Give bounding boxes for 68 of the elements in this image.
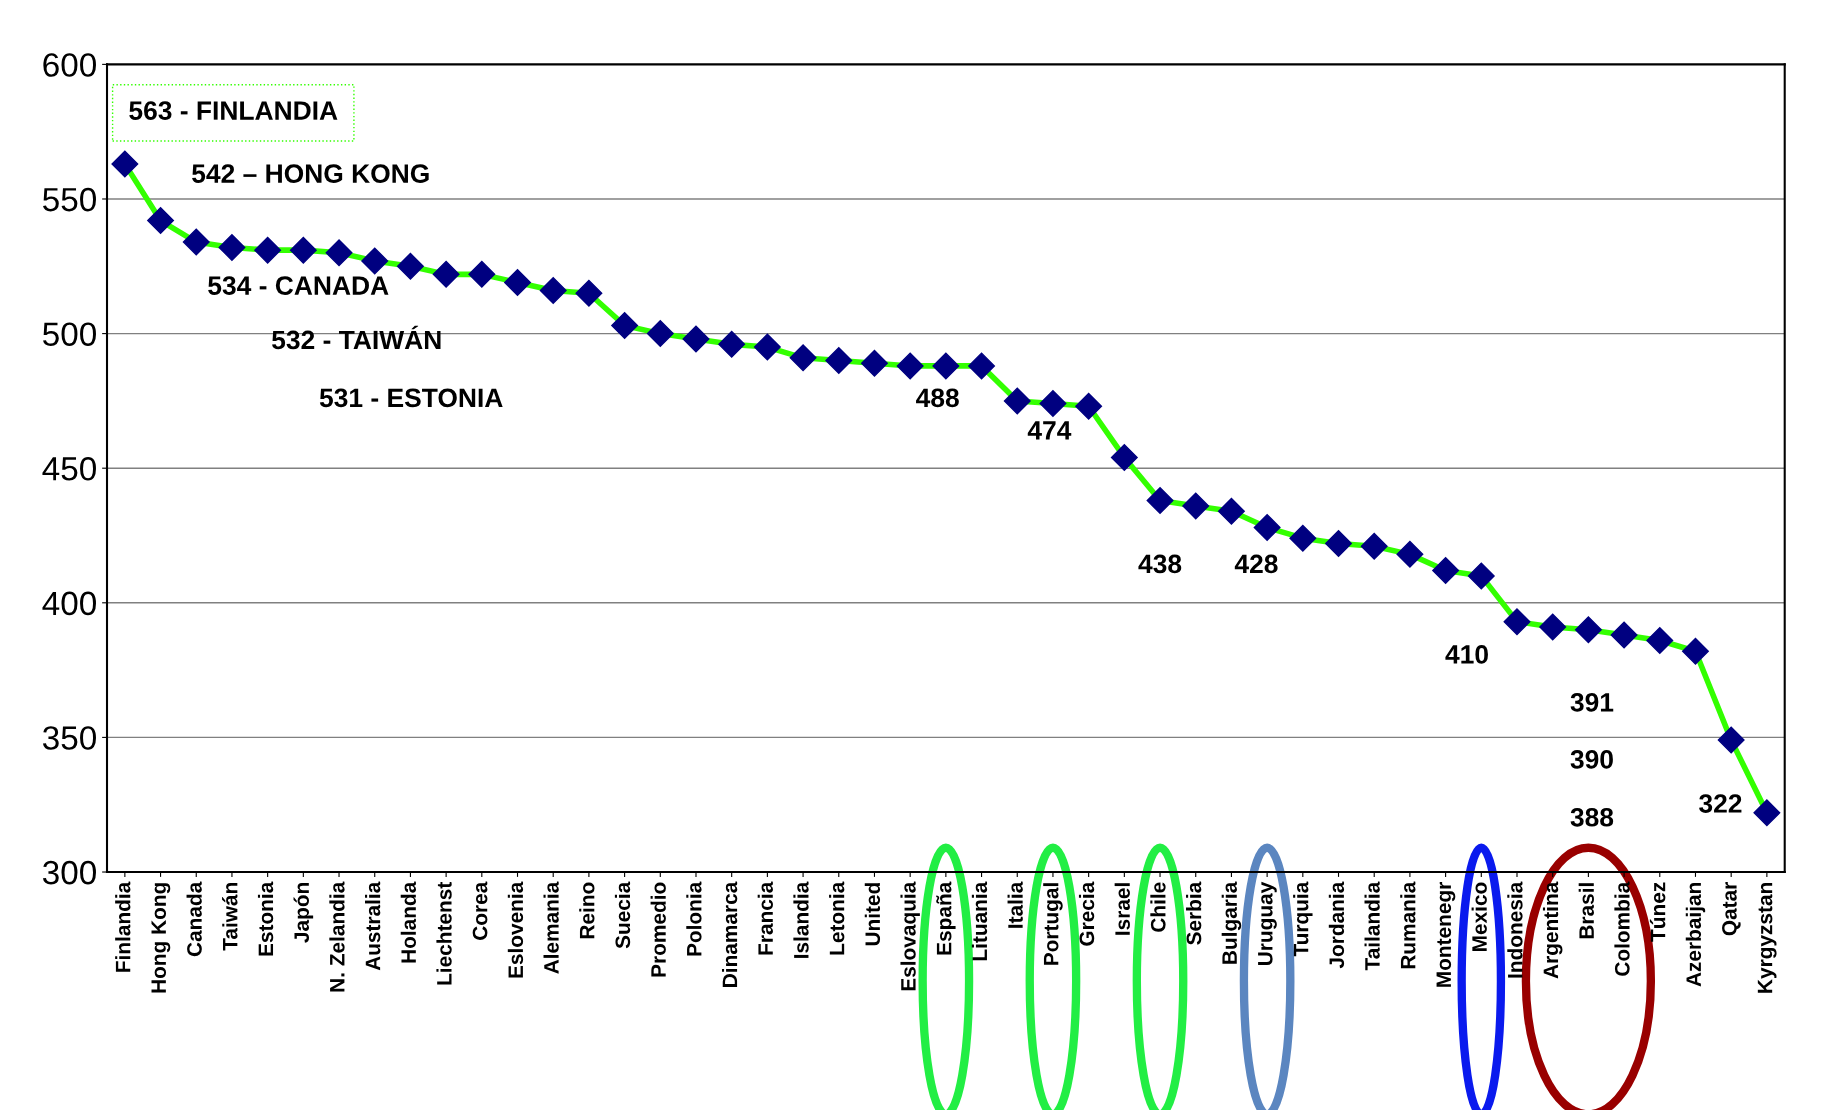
x-tick-label: Lituania [971, 881, 988, 961]
x-tick-label: Portugal [1043, 883, 1063, 965]
x-tick-label: Corea [472, 881, 488, 940]
annotation: 322 [1699, 794, 1742, 813]
annotation: 542 – HONG KONG [192, 164, 429, 183]
x-tick-label: Japón [293, 883, 314, 943]
x-tick-label: Finlandia [115, 881, 131, 972]
x-tick-label: España [936, 881, 956, 955]
y-tick-label: 400 [42, 591, 96, 616]
x-tick-label: Montenegr [1436, 882, 1456, 987]
y-tick-label: 550 [43, 187, 96, 212]
x-tick-label: Italia [1007, 881, 1023, 928]
x-tick-label: Azerbaijan [1685, 883, 1706, 987]
x-tick-label: Dinamarca [721, 881, 738, 987]
x-tick-label: N. Zelandia [329, 881, 345, 992]
annotation: 531 - ESTONIA [319, 388, 503, 408]
x-tick-label: Argentina [1542, 881, 1563, 979]
x-tick-label: Francia [757, 881, 773, 955]
x-tick-label: Suecia [614, 881, 631, 949]
x-tick-label: Promedio [650, 882, 666, 977]
annotation: 563 - FINLANDIA [129, 101, 338, 120]
x-tick-label: Serbia [1186, 881, 1202, 945]
x-tick-label: Grecia [1078, 881, 1095, 946]
x-tick-label: Kyrgyzstan [1757, 883, 1777, 993]
annotation: 428 [1234, 554, 1278, 574]
x-tick-label: Hong Kong [151, 883, 171, 993]
x-tick-label: Qatar [1722, 882, 1741, 936]
x-tick-label: Mexico [1471, 882, 1487, 951]
x-tick-label: Israel [1114, 883, 1130, 935]
x-tick-label: Túnez [1649, 882, 1666, 942]
x-tick-label: Australia [365, 881, 381, 971]
annotation: 390 [1570, 750, 1613, 769]
annotation: 532 - TAIWÁN [272, 325, 441, 350]
y-tick-label: 300 [42, 860, 96, 885]
x-tick-label: Alemania [543, 881, 559, 974]
annotation: 534 - CANADA [208, 276, 389, 295]
x-tick-label: Canada [186, 881, 202, 957]
annotation: 388 [1570, 807, 1614, 827]
x-tick-label: Eslovaquia [900, 881, 920, 991]
x-tick-label: Letonia [829, 881, 845, 955]
annotation: 488 [916, 388, 959, 408]
x-tick-label: Tailandia [1364, 881, 1380, 971]
x-tick-label: Rumania [1400, 881, 1416, 969]
x-tick-label: Reino [579, 882, 595, 939]
x-tick-label: Indonesia [1507, 881, 1523, 978]
annotation: 438 [1138, 554, 1182, 574]
x-tick-label: Taiwán [222, 883, 238, 951]
x-tick-label: Colombia [1614, 881, 1630, 976]
x-tick-label: United [864, 883, 881, 946]
x-tick-label: Chile [1150, 882, 1166, 932]
x-tick-label: Jordania [1328, 881, 1345, 969]
x-tick-label: Bulgaria [1221, 881, 1242, 964]
y-tick-label: 350 [42, 726, 96, 750]
y-tick-label: 600 [43, 53, 96, 77]
x-tick-label: Brasil [1578, 883, 1594, 939]
y-tick-label: 450 [42, 457, 96, 481]
x-tick-label: Eslovenia [507, 881, 524, 978]
annotation: 410 [1445, 645, 1488, 664]
x-tick-label: Islandia [793, 881, 809, 958]
x-tick-label: Liechtenst [436, 881, 452, 985]
x-tick-label: Holanda [400, 881, 417, 963]
y-tick-label: 500 [43, 322, 96, 346]
x-tick-label: Estonia [257, 881, 274, 956]
x-tick-label: Turquia [1293, 881, 1313, 957]
x-tick-label: Uruguay [1258, 881, 1277, 965]
x-tick-label: Polonia [686, 881, 702, 956]
annotation: 474 [1027, 421, 1072, 440]
annotation: 391 [1570, 692, 1614, 712]
